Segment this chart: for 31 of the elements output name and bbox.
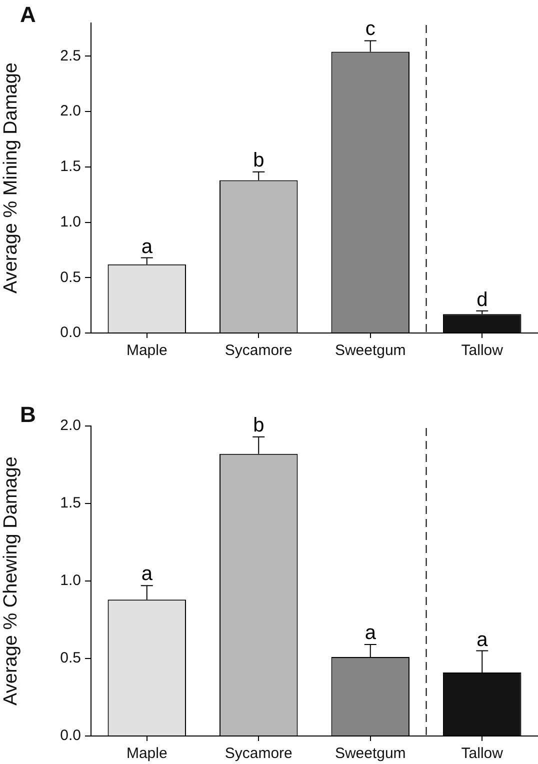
x-tick-label: Sycamore <box>224 745 292 762</box>
x-tick-label: Tallow <box>461 342 504 360</box>
y-tick-label: 0.0 <box>60 727 81 744</box>
annotation: a <box>476 629 489 652</box>
y-tick-label: 1.5 <box>60 158 81 176</box>
y-tick-label: 0.5 <box>60 268 81 286</box>
x-tick-label: Maple <box>126 745 168 762</box>
x-tick-label: Sycamore <box>224 342 292 360</box>
annotation: a <box>364 622 377 644</box>
annotation: d <box>476 288 488 311</box>
chart-title: A <box>20 2 36 28</box>
y-tick-label: 2.0 <box>60 102 81 120</box>
x-tick-label: Sweetgum <box>334 745 406 762</box>
annotation: c <box>365 18 376 40</box>
annotation: a <box>141 236 154 258</box>
y-axis-title: Average % Chewing Damage <box>0 456 22 706</box>
y-tick-label: 0.0 <box>60 324 81 342</box>
x-tick-label: Sweetgum <box>334 342 406 360</box>
x-tick-label: Maple <box>126 342 168 360</box>
annotation: b <box>253 414 264 436</box>
y-tick-label: 1.5 <box>60 494 81 512</box>
x-tick-label: Tallow <box>461 745 504 762</box>
y-axis-title: Average % Mining Damage <box>0 62 22 294</box>
chart-title: B <box>20 402 36 428</box>
y-tick-label: 2.5 <box>60 47 81 64</box>
annotation: a <box>141 563 154 586</box>
y-tick-label: 1.0 <box>60 213 81 230</box>
y-tick-label: 1.0 <box>60 572 81 590</box>
y-tick-label: 2.0 <box>60 417 81 434</box>
y-tick-label: 0.5 <box>60 650 81 667</box>
annotation: b <box>253 149 264 172</box>
